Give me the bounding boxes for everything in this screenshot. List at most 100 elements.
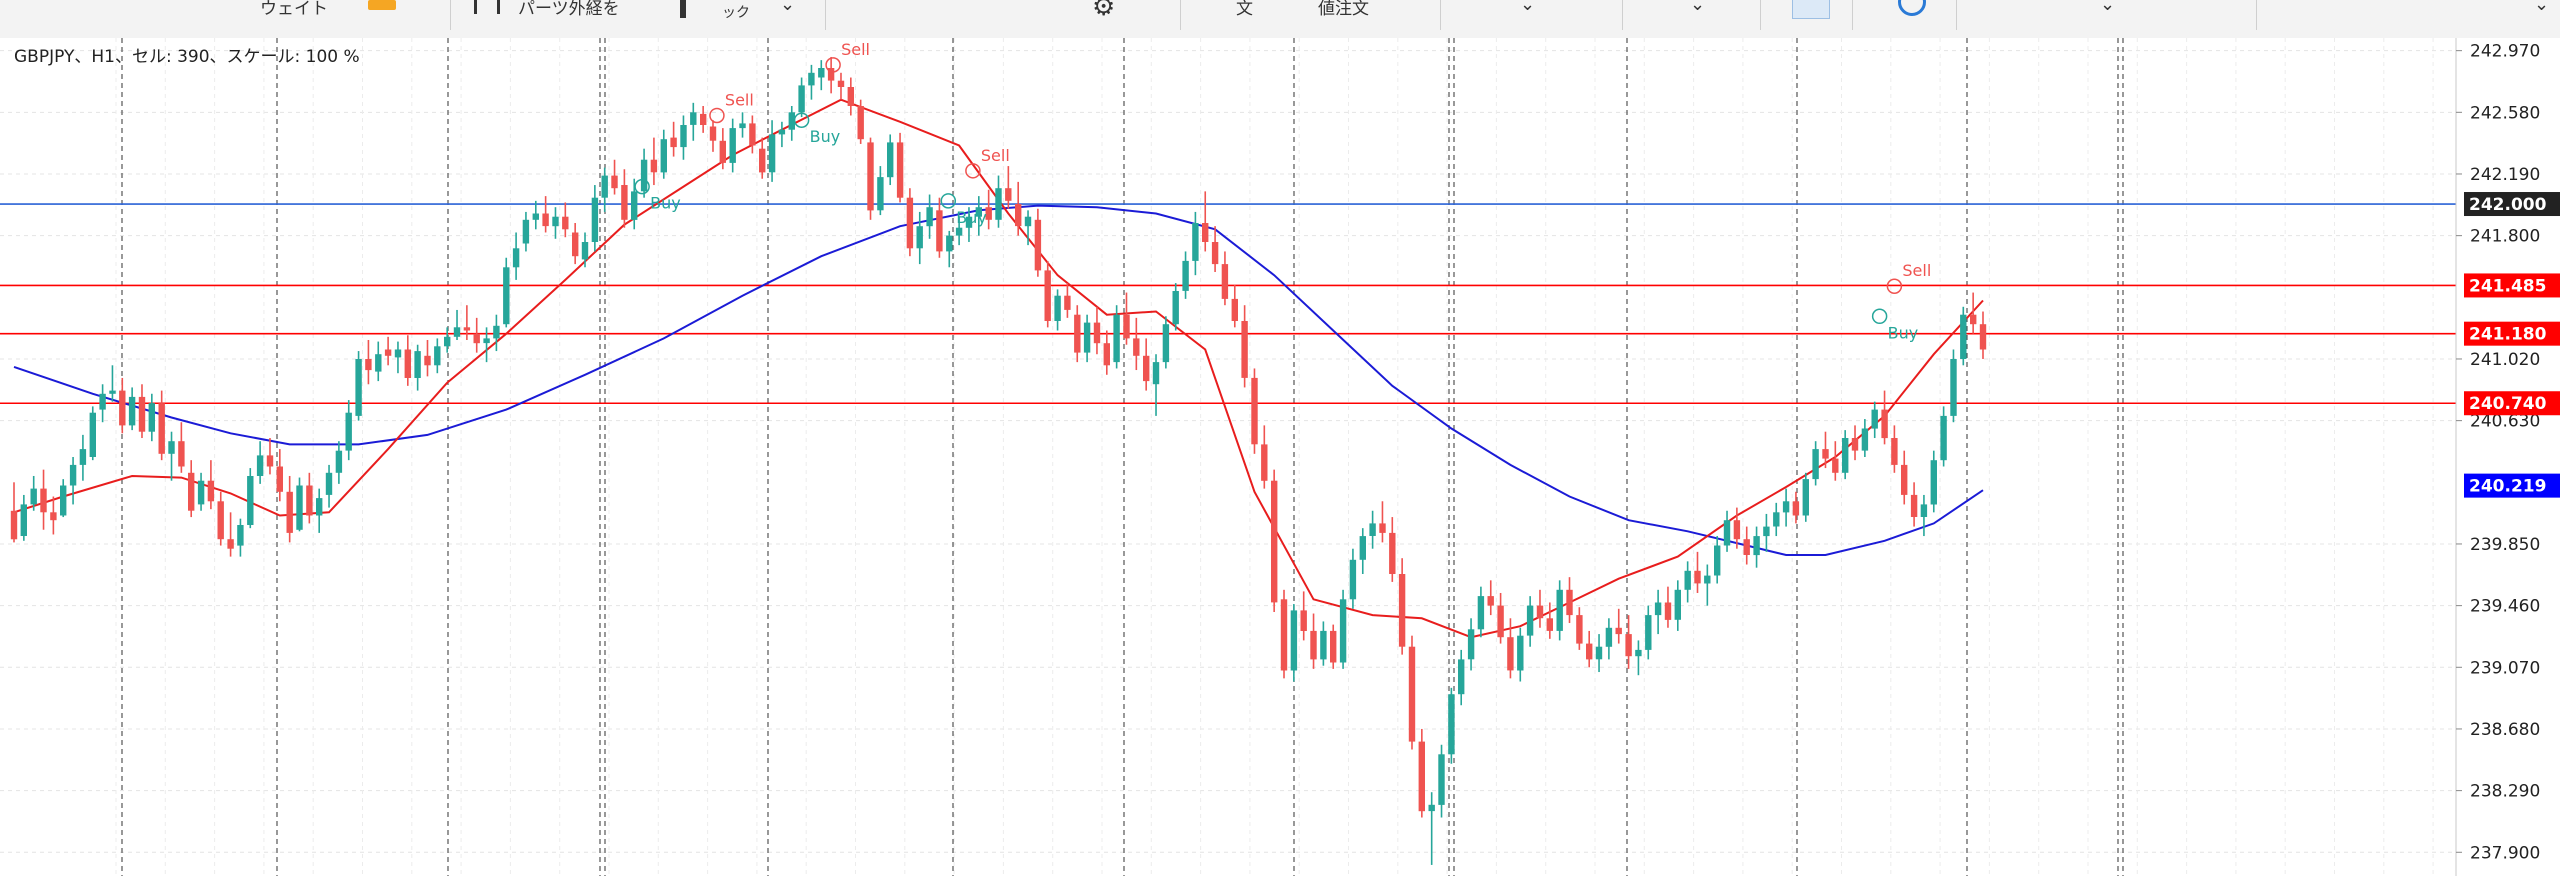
toolbar-separator — [825, 0, 826, 30]
candle-body — [926, 207, 933, 227]
candle-body — [1123, 314, 1130, 339]
candle-body — [316, 498, 323, 516]
candle-body — [965, 216, 973, 228]
candle-body — [562, 216, 569, 230]
signal-marker — [1871, 308, 1888, 325]
price-badge-label: 240.219 — [2469, 477, 2546, 497]
candle-body — [887, 142, 894, 178]
candle-body — [188, 472, 195, 511]
buy-label: Buy — [956, 208, 987, 227]
candle-body — [1546, 618, 1553, 631]
toolbar-separator — [1440, 0, 1441, 30]
candle-body — [1645, 615, 1652, 650]
candle-body — [365, 359, 372, 371]
candle-body — [1054, 295, 1061, 321]
candle-body — [1950, 359, 1957, 416]
candle-body — [1172, 291, 1179, 325]
candle-body — [256, 455, 264, 476]
candle-body — [552, 216, 559, 227]
candle-body — [424, 355, 431, 366]
chevron-down-icon[interactable]: ⌄ — [780, 0, 796, 15]
search-icon[interactable] — [1898, 0, 1926, 16]
candle-body — [631, 191, 638, 220]
gear-icon[interactable]: ⚙ — [1092, 0, 1116, 22]
candle-body — [414, 351, 421, 378]
candle-body — [1162, 324, 1170, 363]
chart-area[interactable]: Buy Sell Buy Sell Sell Buy Sell Buy 242.970 242.… — [0, 38, 2560, 876]
candle-body — [906, 197, 914, 249]
signal-marker — [940, 193, 957, 209]
candle-body — [50, 512, 57, 521]
toolbar-item-limit-order[interactable]: 値注文 — [1318, 0, 1369, 19]
price-axis: 242.970 242.580 242.190 241.800 241.020 240.6… — [2456, 42, 2540, 863]
candle-body — [1812, 449, 1819, 480]
toolbar-item-tick[interactable]: ック — [722, 5, 750, 21]
chevron-down-icon[interactable]: ⌄ — [1520, 0, 1536, 15]
candle-body — [60, 485, 67, 516]
chart-type-icon[interactable] — [474, 0, 500, 14]
signal-marker — [825, 57, 841, 73]
candle-body — [355, 359, 362, 416]
candle-body — [345, 412, 352, 451]
candle-body — [778, 129, 786, 135]
chevron-down-icon[interactable]: ⌄ — [2100, 0, 2116, 15]
candle-body — [1467, 629, 1475, 660]
candle-body — [1586, 643, 1593, 660]
candle-body — [1438, 754, 1445, 805]
candle-body — [1960, 314, 1967, 359]
candle-body — [1792, 501, 1800, 516]
candle-body — [611, 175, 618, 189]
toolbar-item-order[interactable]: 文 — [1236, 0, 1253, 19]
candle-icon[interactable] — [680, 0, 686, 18]
candle-body — [1773, 512, 1780, 527]
price-badge-label: 241.485 — [2469, 276, 2546, 296]
candle-body — [1300, 610, 1307, 631]
candle-body — [1930, 460, 1937, 505]
candle-body — [1625, 634, 1632, 657]
toolbar-item-parts[interactable]: パーツ外経を — [518, 0, 620, 19]
candle-body — [168, 441, 175, 454]
candle-body — [1507, 637, 1514, 671]
candle-body — [434, 346, 441, 366]
candle-body — [1536, 605, 1544, 619]
candle-body — [119, 390, 126, 426]
tick-label: 240.630 — [2470, 412, 2540, 432]
tick-label: 242.580 — [2470, 103, 2540, 123]
candle-body — [10, 510, 18, 540]
tick-label: 242.190 — [2470, 165, 2540, 185]
candle-body — [217, 501, 224, 540]
candle-body — [79, 449, 87, 465]
candle-body — [896, 142, 904, 198]
toolbar-separator — [1852, 0, 1853, 30]
candle-body — [1615, 627, 1622, 635]
chevron-down-icon[interactable]: ⌄ — [1690, 0, 1706, 15]
candle-body — [1015, 204, 1022, 227]
signal-marker — [793, 112, 810, 128]
price-badge — [2464, 192, 2560, 217]
candle-body — [1566, 589, 1573, 616]
candle-body — [621, 185, 628, 220]
candle-body — [572, 232, 579, 257]
candle-body — [306, 485, 313, 516]
crosshair-button[interactable] — [1792, 0, 1830, 19]
candle-body — [178, 441, 185, 467]
candle-body — [1143, 355, 1150, 382]
chevron-down-icon[interactable]: ⌄ — [2534, 0, 2550, 15]
signals: Buy Sell Buy Sell Sell Buy Sell Buy — [634, 40, 1931, 342]
fast-ma-line — [13, 98, 1984, 639]
candle-body — [69, 464, 77, 486]
candle-body — [375, 354, 382, 372]
toolbar-color-swatch[interactable] — [368, 0, 396, 10]
signal-marker — [709, 107, 725, 124]
candle-body — [296, 485, 303, 530]
vertical-grid — [115, 38, 2434, 876]
candle-body — [955, 227, 963, 236]
candle-body — [266, 455, 274, 467]
candle-body — [1064, 295, 1071, 310]
candle-body — [109, 390, 116, 394]
tick-label: 239.460 — [2470, 597, 2540, 617]
candle-body — [1005, 188, 1012, 201]
candle-body — [1556, 589, 1563, 631]
toolbar-item-weight[interactable]: ウェイト — [260, 0, 328, 19]
